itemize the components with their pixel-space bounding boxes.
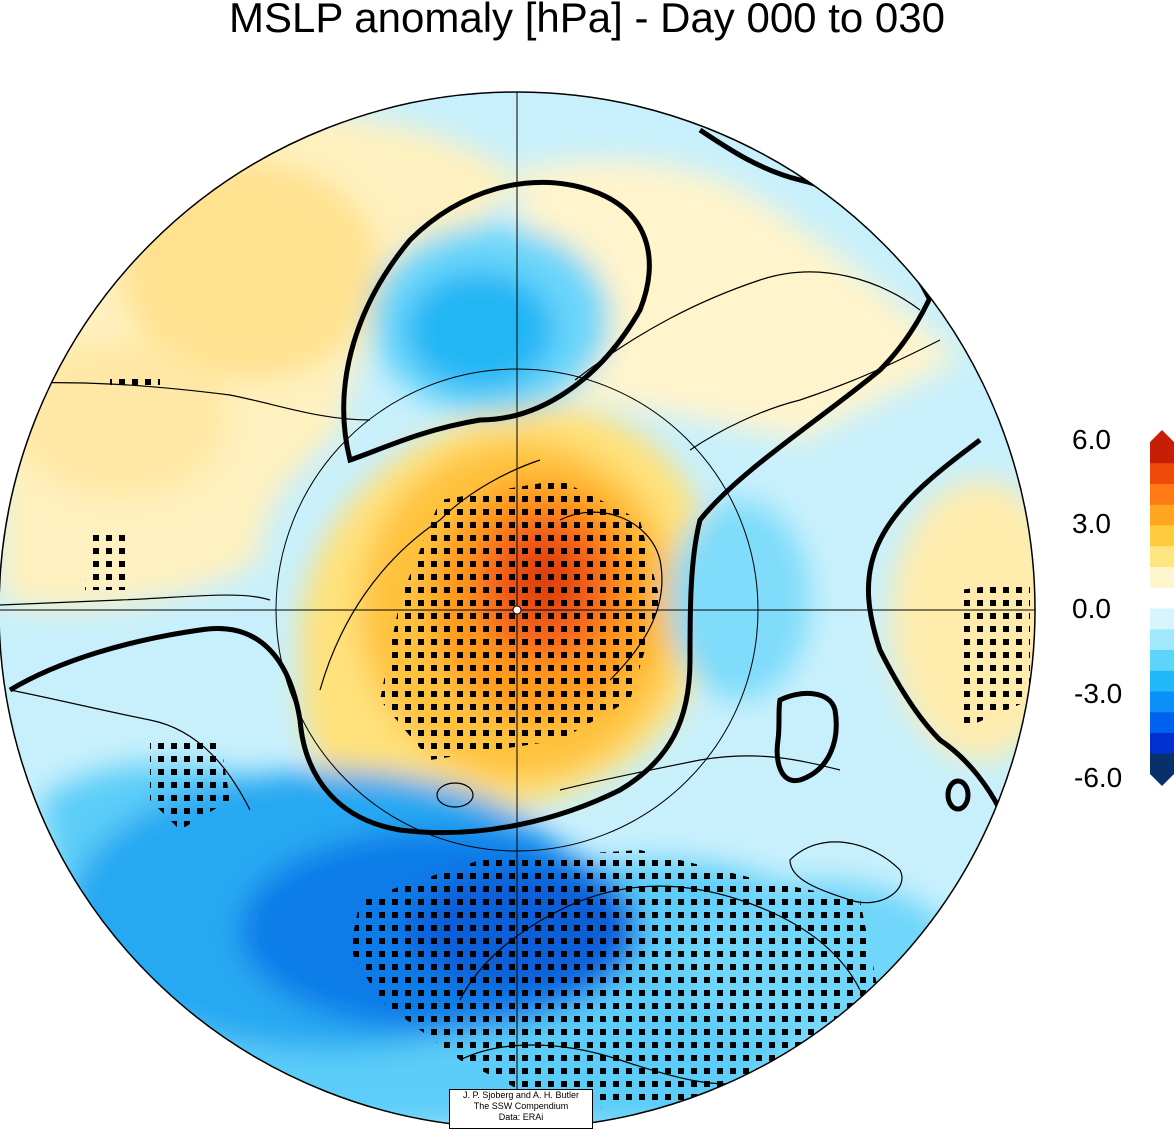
colorbar-segment bbox=[1150, 691, 1174, 713]
colorbar-segment bbox=[1150, 608, 1174, 630]
colorbar-segment bbox=[1150, 753, 1174, 775]
colorbar-min-triangle bbox=[1150, 774, 1174, 786]
colorbar-label-max: 6.0 bbox=[1072, 424, 1111, 455]
colorbar-segment bbox=[1150, 504, 1174, 526]
colorbar-segment bbox=[1150, 483, 1174, 505]
colorbar-segment bbox=[1150, 649, 1174, 671]
pole-marker bbox=[512, 605, 522, 615]
colorbar-label-neg3: -3.0 bbox=[1074, 678, 1123, 709]
colorbar-segment bbox=[1150, 670, 1174, 692]
colorbar-segment bbox=[1150, 545, 1174, 567]
colorbar-segment bbox=[1150, 628, 1174, 650]
colorbar-segment bbox=[1150, 442, 1174, 464]
credit-data: Data: ERAi bbox=[498, 1112, 544, 1122]
credit-authors: J. P. Sjoberg and A. H. Butler bbox=[463, 1090, 579, 1100]
colorbar-max-triangle bbox=[1150, 430, 1174, 442]
colorbar-label-0: 0.0 bbox=[1072, 593, 1111, 624]
significance-stippling bbox=[85, 375, 1030, 1110]
map-border bbox=[0, 91, 1036, 1128]
colorbar-segment bbox=[1150, 711, 1174, 733]
colorbar-segment bbox=[1150, 587, 1174, 609]
colorbar-segment bbox=[1150, 566, 1174, 588]
colorbar-label-3: 3.0 bbox=[1072, 508, 1111, 539]
page-title: MSLP anomaly [hPa] - Day 000 to 030 bbox=[229, 0, 945, 41]
colorbar-segment bbox=[1150, 525, 1174, 547]
colorbar-segment bbox=[1150, 732, 1174, 754]
colorbar bbox=[1150, 430, 1174, 786]
zero-contours bbox=[8, 127, 1003, 836]
asia-positive bbox=[520, 160, 960, 440]
coastlines bbox=[0, 271, 941, 1085]
credit-source: The SSW Compendium bbox=[473, 1101, 569, 1111]
credit-box: J. P. Sjoberg and A. H. Butler The SSW C… bbox=[449, 1089, 593, 1129]
colorbar-segment bbox=[1150, 462, 1174, 484]
colorbar-label-min: -6.0 bbox=[1074, 762, 1123, 793]
